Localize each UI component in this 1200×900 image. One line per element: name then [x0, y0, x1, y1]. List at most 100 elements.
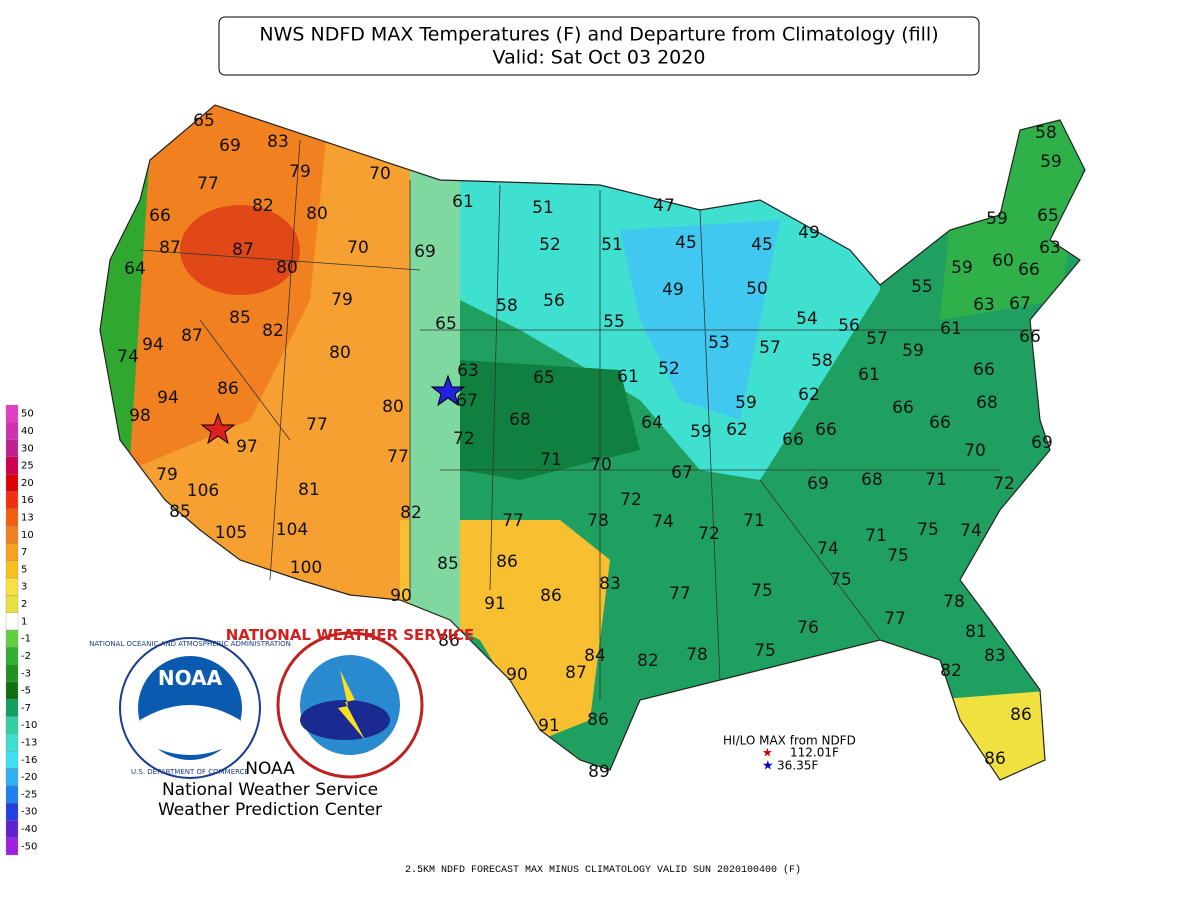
legend-label: 2 [21, 599, 27, 610]
station-temp: 50 [746, 279, 768, 299]
legend-label: -1 [21, 634, 31, 645]
station-temp: 69 [414, 242, 436, 262]
legend-label: 40 [21, 426, 34, 437]
credit-center: Weather Prediction Center [158, 800, 382, 820]
legend-swatch [5, 733, 19, 752]
legend-swatch [5, 647, 19, 665]
station-temp: 61 [940, 319, 962, 339]
station-temp: 77 [502, 511, 524, 531]
lo-star [430, 374, 466, 407]
station-temp: 67 [1009, 294, 1031, 314]
station-temp: 66 [815, 420, 837, 440]
station-temp: 83 [984, 646, 1006, 666]
us-outline [99, 104, 1086, 781]
station-temp: 74 [652, 512, 674, 532]
legend-swatch [5, 456, 19, 475]
station-temp: 90 [506, 665, 528, 685]
hi-value: 112.01F [790, 746, 839, 760]
station-temp: 74 [117, 347, 139, 367]
station-temp: 72 [993, 474, 1015, 494]
station-temp: 87 [159, 238, 181, 258]
station-temp: 82 [252, 196, 274, 216]
station-temp: 97 [236, 437, 258, 457]
credit-org: NOAA [245, 759, 295, 779]
station-temp: 59 [986, 209, 1008, 229]
station-temp: 69 [807, 474, 829, 494]
legend-swatch [5, 699, 19, 717]
noaa-logo-text: NOAA [158, 666, 223, 690]
station-temp: 59 [690, 422, 712, 442]
station-temp: 104 [276, 520, 308, 540]
station-temp: 100 [290, 558, 322, 578]
station-temp: 91 [538, 716, 560, 736]
noaa-logo: NOAA NATIONAL OCEANIC AND ATMOSPHERIC AD… [89, 637, 291, 779]
station-temp: 78 [587, 511, 609, 531]
legend-label: -25 [21, 789, 37, 800]
legend-swatch [5, 595, 19, 613]
legend-label: 5 [21, 564, 27, 575]
station-temp: 55 [603, 312, 625, 332]
station-temp: 66 [892, 398, 914, 418]
station-temp: 59 [735, 393, 757, 413]
credit-service: National Weather Service [162, 780, 378, 800]
station-temp: 45 [675, 233, 697, 253]
station-temp: 86 [438, 631, 460, 651]
legend-swatch [5, 508, 19, 527]
legend-swatch [5, 768, 19, 786]
station-temp: 66 [929, 413, 951, 433]
legend-swatch [5, 751, 19, 769]
station-temp: 72 [698, 524, 720, 544]
station-temp: 77 [884, 609, 906, 629]
station-temp: 71 [743, 511, 765, 531]
station-temp: 74 [960, 521, 982, 541]
station-temp: 70 [369, 164, 391, 184]
station-temp: 66 [1019, 327, 1041, 347]
station-temp: 86 [540, 586, 562, 606]
station-temp: 57 [866, 329, 888, 349]
station-temp: 77 [669, 584, 691, 604]
station-temp: 61 [452, 192, 474, 212]
station-temp: 75 [830, 570, 852, 590]
station-temp: 64 [124, 259, 146, 279]
station-temp: 68 [976, 393, 998, 413]
legend-label: 50 [21, 409, 34, 420]
station-temp: 77 [387, 447, 409, 467]
legend-swatch [5, 681, 19, 700]
station-temp: 63 [973, 295, 995, 315]
hi-star [200, 412, 236, 445]
station-temp: 59 [1040, 152, 1062, 172]
station-temp: 72 [620, 490, 642, 510]
station-temp: 45 [751, 235, 773, 255]
station-temp: 87 [181, 326, 203, 346]
station-temp: 59 [951, 258, 973, 278]
legend-label: 16 [21, 495, 34, 506]
station-temp: 58 [1035, 123, 1057, 143]
legend: 50 40 30 25 20 16 13 10 7 5 3 2 1 -1 -2 -3 -5 -7 -10 -13 -16… [5, 404, 37, 856]
subtitle: Valid: Sat Oct 03 2020 [493, 47, 706, 69]
station-temp: 65 [435, 314, 457, 334]
station-temp: 86 [1010, 705, 1032, 725]
legend-label: 10 [21, 530, 34, 541]
station-temp: 75 [754, 641, 776, 661]
legend-label: -50 [21, 841, 37, 852]
station-temp: 78 [686, 645, 708, 665]
station-temp: 80 [329, 343, 351, 363]
legend-swatch [5, 629, 19, 648]
station-temp: 79 [289, 162, 311, 182]
legend-swatch [5, 716, 19, 734]
station-temp: 68 [861, 470, 883, 490]
lo-star-small: ★ [762, 759, 774, 774]
title-box [218, 16, 980, 76]
station-temp: 76 [797, 618, 819, 638]
station-temp: 84 [584, 646, 606, 666]
station-temp: 49 [798, 223, 820, 243]
station-temp: 90 [390, 586, 412, 606]
legend-label: -2 [21, 651, 31, 662]
station-temp: 66 [973, 360, 995, 380]
station-temp: 61 [858, 365, 880, 385]
noaa-ring: NATIONAL OCEANIC AND ATMOSPHERIC ADMINIS… [89, 640, 291, 648]
station-temp: 59 [902, 341, 924, 361]
station-temp: 87 [232, 240, 254, 260]
legend-label: 13 [21, 513, 34, 524]
